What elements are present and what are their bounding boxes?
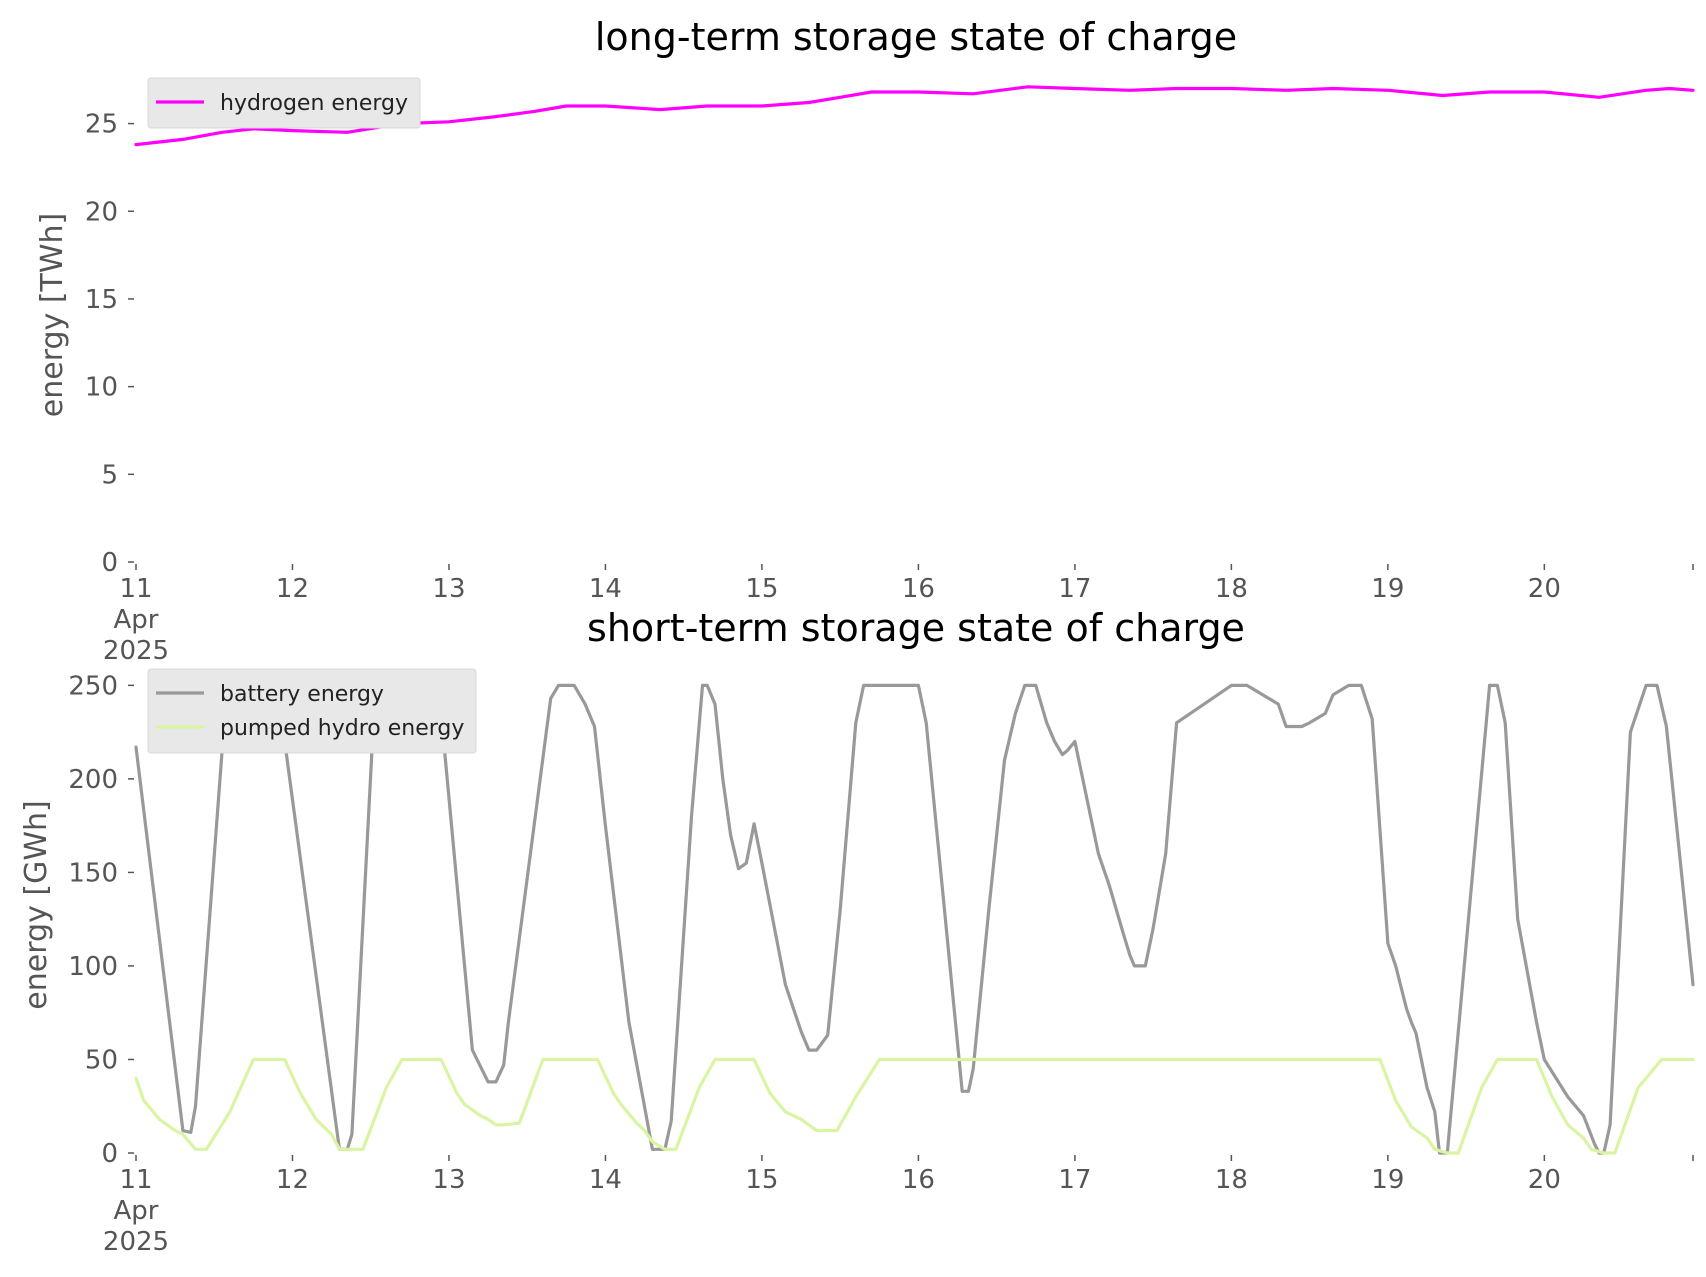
- chart-title: long-term storage state of charge: [595, 15, 1237, 59]
- x-tick-label: 11: [119, 1165, 152, 1195]
- x-tick-label: 20: [1528, 574, 1561, 604]
- x-tick-label: 20: [1528, 1165, 1561, 1195]
- y-tick-label: 250: [68, 671, 118, 701]
- chart-bottom: short-term storage state of charge energ…: [19, 606, 1695, 1257]
- y-axis-label: energy [TWh]: [35, 213, 70, 417]
- x-tick-label: 19: [1371, 1165, 1404, 1195]
- y-tick-label: 15: [85, 285, 118, 315]
- x-tick-label: 14: [589, 574, 622, 604]
- series-line-pumped-hydro-energy: [134, 1057, 1695, 1155]
- legend-label: battery energy: [220, 682, 384, 707]
- x-tick-label: 13: [432, 574, 465, 604]
- chart-title: short-term storage state of charge: [587, 606, 1245, 650]
- y-tick-label: 0: [101, 1139, 118, 1169]
- y-tick-label: 0: [101, 548, 118, 578]
- x-tick-label: 15: [745, 574, 778, 604]
- x-tick-label: 11: [119, 574, 152, 604]
- y-tick-label: 25: [85, 110, 118, 140]
- x-tick-label: 17: [1058, 574, 1091, 604]
- x-tick-label: 12: [276, 1165, 309, 1195]
- x-tick-label: 17: [1058, 1165, 1091, 1195]
- y-tick-label: 20: [85, 197, 118, 227]
- y-axis: 0 5 10 15 20 25: [85, 110, 134, 578]
- y-axis: 0 50 100 150 200 250: [68, 671, 134, 1169]
- x-tick-label: 16: [902, 574, 935, 604]
- legend-box: [147, 77, 421, 129]
- x-tick-label: 16: [902, 1165, 935, 1195]
- y-tick-label: 5: [101, 460, 118, 490]
- legend-label: hydrogen energy: [220, 91, 408, 116]
- chart-top: long-term storage state of charge energy…: [35, 15, 1695, 666]
- x-tick-label: 13: [432, 1165, 465, 1195]
- x-tick-label: 12: [276, 574, 309, 604]
- y-axis-label: energy [GWh]: [19, 800, 54, 1009]
- y-tick-label: 200: [68, 765, 118, 795]
- x-tick-sublabel: 2025: [103, 636, 169, 666]
- legend-box: [147, 668, 477, 754]
- x-tick-sublabel: Apr: [114, 1196, 159, 1226]
- y-tick-label: 10: [85, 373, 118, 403]
- legend: hydrogen energy: [147, 77, 421, 129]
- x-tick-label: 15: [745, 1165, 778, 1195]
- x-tick-label: 14: [589, 1165, 622, 1195]
- plot-area: [134, 683, 1695, 1155]
- y-tick-label: 100: [68, 952, 118, 982]
- x-tick-label: 19: [1371, 574, 1404, 604]
- x-tick-sublabel: 2025: [103, 1227, 169, 1257]
- y-tick-label: 50: [85, 1045, 118, 1075]
- x-tick-label: 18: [1215, 1165, 1248, 1195]
- x-tick-label: 18: [1215, 574, 1248, 604]
- y-tick-label: 150: [68, 858, 118, 888]
- legend: battery energy pumped hydro energy: [147, 668, 477, 754]
- series-line-battery-energy: [134, 683, 1695, 1155]
- x-tick-sublabel: Apr: [114, 605, 159, 635]
- legend-label: pumped hydro energy: [220, 716, 464, 741]
